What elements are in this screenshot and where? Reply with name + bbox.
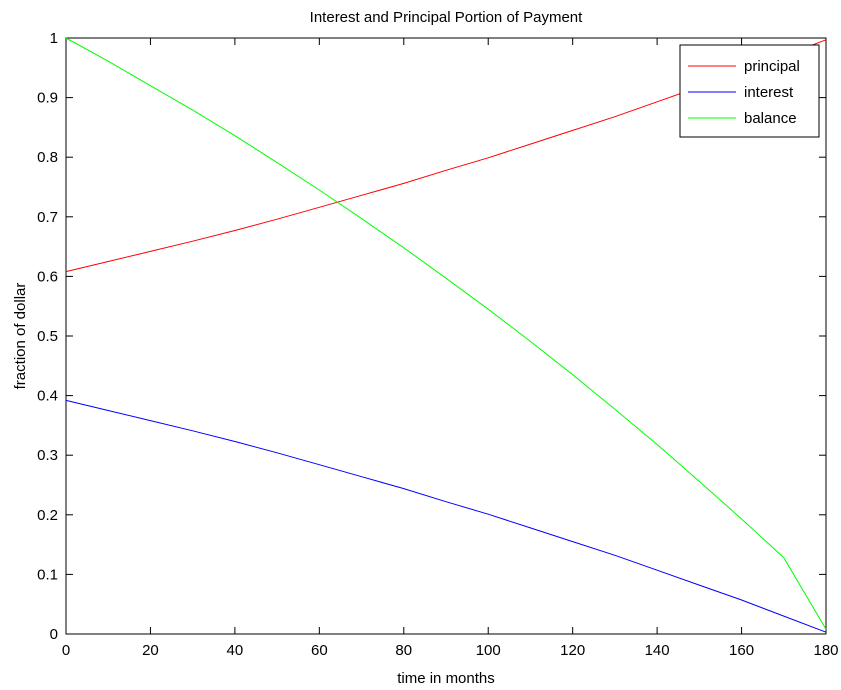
legend-label-interest: interest xyxy=(744,84,794,101)
x-tick-label: 140 xyxy=(645,642,670,659)
y-tick-label: 0.6 xyxy=(37,268,58,285)
x-tick-label: 80 xyxy=(395,642,412,659)
axes-layer: 0 20 40 60 80 100 120 140 160 180 0 0.1 0.2 0.3 0.4 0.5… xyxy=(37,30,838,659)
chart-title: Interest and Principal Portion of Paymen… xyxy=(310,9,583,26)
x-tick-label: 60 xyxy=(311,642,328,659)
y-tick-label: 0.8 xyxy=(37,149,58,166)
y-axis-title: fraction of dollar xyxy=(12,283,29,390)
x-tick-label: 0 xyxy=(62,642,70,659)
series-line-balance xyxy=(65,37,827,630)
y-tick-label: 0.4 xyxy=(37,388,58,405)
x-tick-label: 40 xyxy=(227,642,244,659)
y-tick-label: 0.9 xyxy=(37,90,58,107)
y-tick-label: 0.2 xyxy=(37,507,58,524)
x-tick-label: 160 xyxy=(729,642,754,659)
legend-box xyxy=(679,44,820,138)
y-tick-label: 0 xyxy=(50,626,58,643)
y-tick-label: 0.7 xyxy=(37,209,58,226)
series-line-interest xyxy=(65,399,827,633)
y-tick-label: 0.3 xyxy=(37,447,58,464)
x-axis-title: time in months xyxy=(397,670,495,687)
y-tick-label: 0.1 xyxy=(37,566,58,583)
legend: principal interest balance xyxy=(679,44,820,138)
y-tick-label: 0.5 xyxy=(37,328,58,345)
y-tick-label: 1 xyxy=(50,30,58,47)
x-tick-label: 100 xyxy=(476,642,501,659)
legend-label-balance: balance xyxy=(744,110,797,127)
x-tick-label: 180 xyxy=(813,642,838,659)
x-tick-label: 20 xyxy=(142,642,159,659)
legend-label-principal: principal xyxy=(744,58,800,75)
x-tick-label: 120 xyxy=(560,642,585,659)
